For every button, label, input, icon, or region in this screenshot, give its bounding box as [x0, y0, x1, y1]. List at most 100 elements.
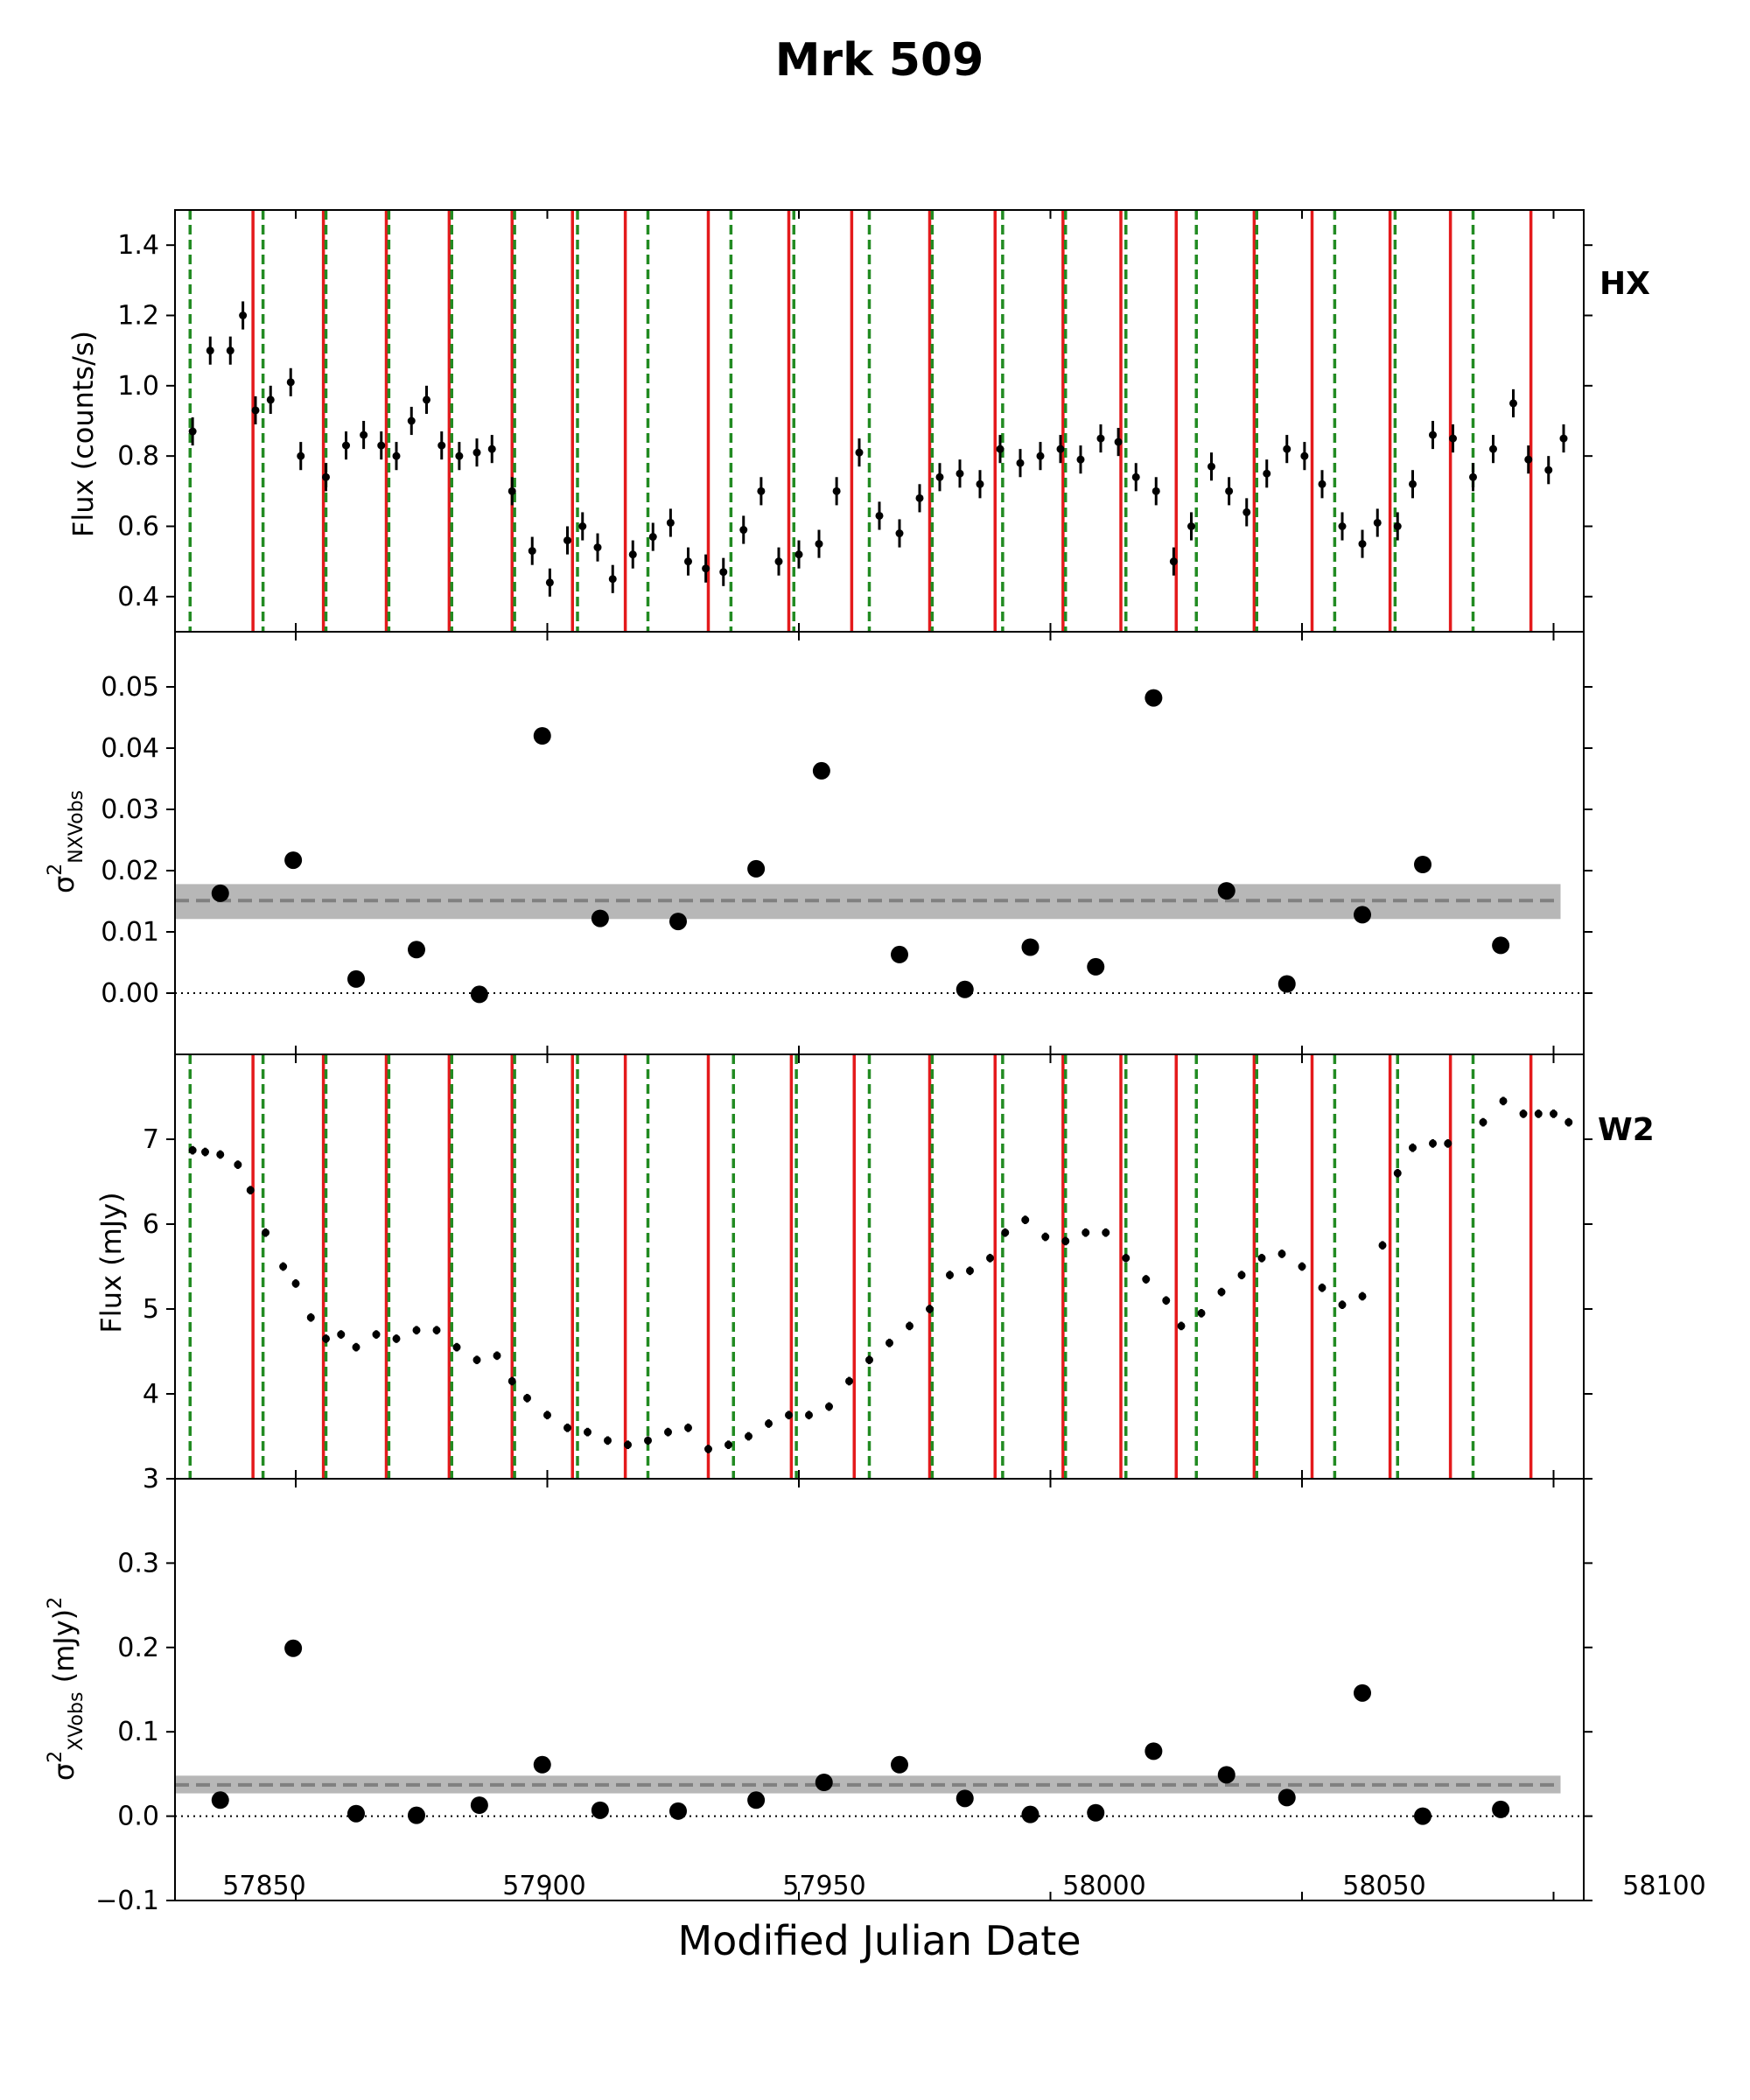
data-point	[1036, 452, 1045, 460]
x-tick-label: 57950	[782, 1871, 865, 1901]
panel-w2: 3 4 5 6 7	[143, 1054, 1592, 1494]
data-point	[545, 578, 554, 587]
data-point	[1152, 486, 1160, 495]
data-point	[188, 1146, 197, 1155]
data-point	[279, 1263, 288, 1270]
y-tick-label: 1.2	[117, 301, 159, 332]
data-point	[438, 441, 446, 450]
data-point	[1429, 430, 1437, 439]
figure-title: Mrk 509	[775, 34, 984, 87]
data-point	[1550, 1110, 1558, 1118]
data-point	[360, 430, 368, 439]
data-point	[1499, 1096, 1508, 1105]
data-point	[815, 540, 823, 549]
y-tick-label: 0.4	[117, 582, 159, 612]
data-point	[1278, 975, 1296, 993]
data-point	[508, 486, 516, 495]
data-point	[1354, 906, 1371, 924]
data-point	[1076, 455, 1085, 464]
data-point	[1082, 1228, 1090, 1237]
data-point	[1509, 399, 1517, 408]
data-point	[470, 1796, 488, 1815]
data-point	[1300, 452, 1309, 460]
data-point	[423, 396, 430, 404]
y-tick-label: 0.04	[101, 733, 159, 764]
data-point	[1318, 1284, 1326, 1292]
data-point	[578, 522, 587, 530]
data-point	[986, 1254, 994, 1263]
data-point	[1318, 480, 1326, 488]
data-point	[234, 1160, 242, 1169]
data-point	[765, 1419, 773, 1428]
data-point	[1114, 438, 1123, 446]
data-point	[1338, 522, 1347, 530]
y-tick-label: 0.1	[117, 1717, 159, 1747]
data-point	[739, 526, 748, 535]
data-point	[1449, 434, 1457, 443]
data-point	[1225, 486, 1234, 495]
panel-label-w2: W2	[1598, 1112, 1655, 1148]
data-point	[284, 1639, 303, 1657]
data-point	[1087, 1803, 1105, 1822]
data-point	[1519, 1110, 1528, 1118]
data-point	[1373, 518, 1382, 527]
data-point	[412, 1326, 421, 1334]
y-tick-label: 1.0	[117, 371, 159, 402]
data-point	[1131, 472, 1140, 481]
unit-mjy2: (mJy)	[47, 1609, 80, 1692]
data-point	[757, 486, 766, 495]
uncertainty-band	[175, 884, 1561, 920]
data-point	[593, 543, 602, 552]
data-point	[1544, 466, 1553, 474]
y-tick-label: 0.8	[117, 441, 159, 472]
data-point	[1056, 444, 1065, 453]
axes-frame	[174, 1478, 1585, 1901]
data-point	[747, 1791, 766, 1810]
data-point	[1021, 1215, 1030, 1224]
panel-excess-variance-hx: 0.00 0.01 0.02 0.03 0.04 0.05	[101, 631, 1592, 1055]
data-point	[211, 884, 229, 902]
data-point	[322, 472, 330, 481]
data-point	[794, 550, 803, 559]
data-point	[915, 494, 924, 502]
data-point	[724, 1440, 732, 1449]
y-tick-label: 0.01	[101, 917, 159, 948]
data-point	[297, 452, 305, 460]
data-point	[216, 1150, 225, 1158]
data-point	[1177, 1321, 1186, 1330]
data-point	[875, 511, 884, 520]
data-point	[377, 441, 386, 450]
y-axis-label-w2: Flux (mJy)	[94, 1192, 128, 1333]
data-point	[825, 1403, 833, 1411]
data-point	[1409, 1144, 1417, 1152]
data-point	[1142, 1275, 1151, 1284]
y-tick-label: 0.3	[117, 1548, 159, 1578]
x-tick-labels: 57850 57900 57950 58000 58050 58100	[222, 1871, 1705, 1901]
data-point	[1469, 472, 1477, 481]
plot-area	[175, 1639, 1584, 1825]
y-tick-label: 3	[143, 1464, 159, 1494]
x-tick-label: 57850	[222, 1871, 305, 1901]
sup-unit-2: 2	[45, 1597, 66, 1609]
y-axis-label-hx: Flux (counts/s)	[66, 331, 100, 537]
data-point	[966, 1266, 974, 1275]
data-point	[996, 444, 1004, 453]
data-point	[1414, 1807, 1432, 1825]
data-point	[935, 472, 944, 481]
data-point	[347, 1804, 365, 1823]
data-point	[1102, 1228, 1110, 1237]
data-point	[337, 1330, 346, 1339]
data-point	[201, 1148, 209, 1157]
data-point	[1021, 938, 1040, 956]
data-point	[956, 980, 974, 998]
data-point	[291, 1279, 300, 1288]
data-point	[1354, 1684, 1371, 1702]
data-point	[891, 945, 908, 963]
data-point	[262, 1228, 270, 1237]
data-point	[543, 1410, 551, 1419]
data-point	[906, 1321, 914, 1330]
data-point	[432, 1326, 441, 1334]
data-point	[704, 1445, 712, 1453]
data-point	[669, 913, 687, 931]
